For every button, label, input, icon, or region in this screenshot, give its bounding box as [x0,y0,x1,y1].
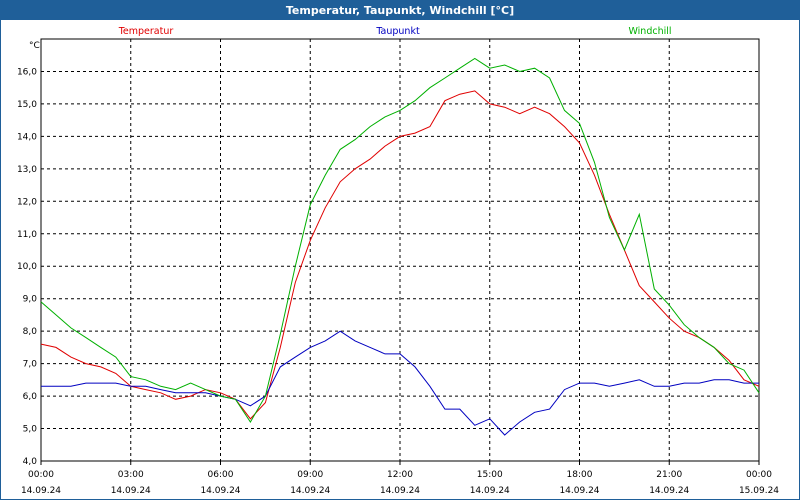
y-tick-label: 14,0 [17,132,37,142]
x-tick-date: 14.09.24 [21,486,61,496]
x-tick-date: 14.09.24 [200,486,240,496]
series-line-temperatur [40,90,760,420]
x-tick-time: 21:00 [656,470,682,480]
y-tick-label: 12,0 [17,197,37,207]
y-tick-label: 10,0 [17,262,37,272]
chart-title: Temperatur, Taupunkt, Windchill [°C] [1,1,799,20]
x-tick-date: 14.09.24 [380,486,420,496]
y-tick-label: 4,0 [23,457,38,467]
y-tick-label: 7,0 [23,360,38,370]
legend: Temperatur Taupunkt Windchill [118,26,672,37]
y-axis-label: °C [29,41,40,51]
series-lines [40,57,760,436]
x-tick-date: 15.09.24 [739,486,779,496]
y-tick-label: 8,0 [23,327,38,337]
y-tick-label: 9,0 [23,295,38,305]
legend-windchill: Windchill [628,26,671,37]
x-axis: 00:00 14.09.24 03:00 14.09.24 06:00 14.09.24 0… [21,461,779,496]
grid-lines [41,39,759,461]
x-tick-time: 18:00 [567,470,593,480]
y-tick-label: 5,0 [23,425,38,435]
x-tick-date: 14.09.24 [559,486,599,496]
x-tick-time: 00:00 [746,470,772,480]
x-tick-time: 03:00 [118,470,144,480]
y-tick-label: 6,0 [23,392,38,402]
y-tick-label: 16,0 [17,67,37,77]
x-tick-date: 14.09.24 [290,486,330,496]
series-line-windchill [40,57,760,423]
x-tick-time: 12:00 [387,470,413,480]
y-tick-label: 13,0 [17,165,37,175]
legend-temperatur: Temperatur [118,26,174,37]
x-tick-date: 14.09.24 [111,486,151,496]
y-axis: 4,0 5,0 6,0 7,0 8,0 9,0 10,0 11,0 12,0 13,0 14,0 15… [17,67,37,467]
legend-taupunkt: Taupunkt [375,26,420,37]
x-tick-time: 00:00 [28,470,54,480]
x-tick-time: 06:00 [208,470,234,480]
x-tick-date: 14.09.24 [470,486,510,496]
y-tick-label: 11,0 [17,230,37,240]
x-tick-date: 14.09.24 [649,486,689,496]
x-tick-time: 15:00 [477,470,503,480]
series-line-taupunkt [41,330,759,436]
x-tick-time: 09:00 [297,470,323,480]
y-tick-label: 15,0 [17,100,37,110]
